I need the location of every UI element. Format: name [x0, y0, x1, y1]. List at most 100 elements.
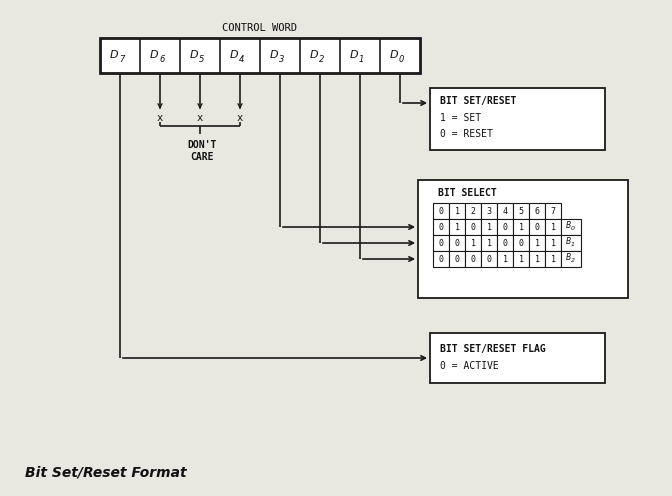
Text: 0: 0	[503, 239, 507, 248]
Bar	[465, 219, 481, 235]
Bar	[465, 203, 481, 219]
Text: x: x	[157, 113, 163, 123]
Text: 0: 0	[470, 223, 476, 232]
Text: 1: 1	[519, 223, 523, 232]
Text: 1: 1	[487, 223, 491, 232]
Text: 1: 1	[534, 254, 540, 263]
Text: B: B	[566, 253, 571, 262]
Text: 1: 1	[359, 55, 364, 64]
Text: 1: 1	[519, 254, 523, 263]
Text: DON'T: DON'T	[187, 140, 216, 150]
Text: 3: 3	[487, 206, 491, 215]
Text: D: D	[190, 51, 198, 61]
Bar	[430, 88, 605, 150]
Bar	[430, 333, 605, 383]
Bar	[481, 251, 497, 267]
Text: 7: 7	[550, 206, 556, 215]
Text: 0: 0	[470, 254, 476, 263]
Text: 0: 0	[503, 223, 507, 232]
Text: 6: 6	[534, 206, 540, 215]
Text: D: D	[309, 51, 318, 61]
Bar	[481, 219, 497, 235]
Text: D: D	[149, 51, 158, 61]
Bar	[497, 203, 513, 219]
Text: 0: 0	[439, 254, 444, 263]
Text: 1 = SET: 1 = SET	[440, 113, 481, 123]
Bar	[449, 203, 465, 219]
Bar	[545, 251, 561, 267]
Text: 0: 0	[534, 223, 540, 232]
Bar	[465, 235, 481, 251]
Text: CARE: CARE	[190, 152, 214, 162]
Text: 1: 1	[454, 223, 460, 232]
Bar	[561, 251, 581, 267]
Text: 1: 1	[503, 254, 507, 263]
Text: 4: 4	[239, 55, 245, 64]
Text: 1: 1	[487, 239, 491, 248]
Text: 0: 0	[571, 227, 575, 232]
Bar	[465, 251, 481, 267]
Bar	[513, 235, 529, 251]
Text: 2: 2	[319, 55, 325, 64]
Text: BIT SET/RESET: BIT SET/RESET	[440, 96, 516, 106]
Text: 0 = RESET: 0 = RESET	[440, 129, 493, 139]
Text: Bit Set/Reset Format: Bit Set/Reset Format	[25, 465, 187, 479]
Text: 0: 0	[439, 223, 444, 232]
Bar	[497, 219, 513, 235]
Bar	[433, 219, 449, 235]
Text: 0: 0	[454, 239, 460, 248]
Text: 1: 1	[534, 239, 540, 248]
Bar	[433, 251, 449, 267]
Bar	[449, 251, 465, 267]
Text: BIT SELECT: BIT SELECT	[438, 188, 497, 198]
Text: 2: 2	[571, 258, 575, 263]
Text: 0: 0	[454, 254, 460, 263]
Bar	[497, 251, 513, 267]
Bar	[449, 219, 465, 235]
Text: 3: 3	[279, 55, 284, 64]
Text: D: D	[389, 51, 398, 61]
Bar	[529, 235, 545, 251]
Bar	[513, 251, 529, 267]
Bar	[529, 251, 545, 267]
Text: 1: 1	[571, 243, 575, 248]
Bar	[513, 203, 529, 219]
Text: B: B	[566, 222, 571, 231]
Text: 0: 0	[487, 254, 491, 263]
Text: 7: 7	[119, 55, 124, 64]
Text: B: B	[566, 238, 571, 247]
Text: CONTROL WORD: CONTROL WORD	[222, 23, 298, 33]
Text: x: x	[197, 113, 203, 123]
Bar	[529, 203, 545, 219]
Text: 5: 5	[199, 55, 204, 64]
Text: 1: 1	[550, 254, 556, 263]
Bar	[529, 219, 545, 235]
Text: 2: 2	[470, 206, 476, 215]
Text: D: D	[110, 51, 118, 61]
Text: 0: 0	[519, 239, 523, 248]
Bar	[561, 235, 581, 251]
Bar	[481, 235, 497, 251]
Bar	[418, 180, 628, 298]
Text: 6: 6	[159, 55, 165, 64]
Text: 1: 1	[470, 239, 476, 248]
Text: 1: 1	[454, 206, 460, 215]
Bar	[545, 203, 561, 219]
Text: 1: 1	[550, 223, 556, 232]
Text: 0: 0	[399, 55, 405, 64]
Bar	[545, 235, 561, 251]
Text: D: D	[349, 51, 358, 61]
Text: BIT SET/RESET FLAG: BIT SET/RESET FLAG	[440, 344, 546, 354]
Bar	[561, 219, 581, 235]
Text: 5: 5	[519, 206, 523, 215]
Text: 0: 0	[439, 239, 444, 248]
Bar	[513, 219, 529, 235]
Bar	[100, 38, 420, 73]
Bar	[449, 235, 465, 251]
Text: 0 = ACTIVE: 0 = ACTIVE	[440, 361, 499, 371]
Text: 1: 1	[550, 239, 556, 248]
Bar	[497, 235, 513, 251]
Text: D: D	[229, 51, 238, 61]
Bar	[433, 235, 449, 251]
Bar	[481, 203, 497, 219]
